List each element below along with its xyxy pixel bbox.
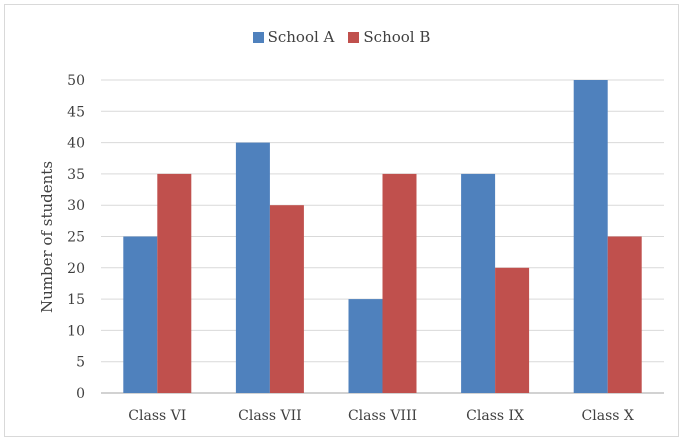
bar-school-a-class-ix (461, 173, 496, 393)
y-tick-label: 35 (67, 167, 85, 183)
y-tick-label: 10 (67, 323, 85, 339)
y-tick-label: 25 (67, 230, 85, 246)
x-tick-labels: Class VI Class VII Class VIII Class IX Class… (128, 408, 634, 424)
y-tick-label: 0 (76, 386, 85, 402)
bar-school-b-class-x (607, 236, 642, 393)
bar-school-b-class-vii (269, 205, 304, 393)
x-tick-label: Class VI (128, 408, 186, 424)
y-tick-label: 15 (67, 292, 85, 308)
legend-label-school-a: School A (267, 28, 335, 46)
x-tick-label: Class VII (238, 408, 302, 424)
legend-swatch-school-a (252, 31, 264, 43)
bar-school-b-class-vi (157, 173, 192, 393)
bar-school-a-class-vii (235, 142, 270, 393)
bar-school-a-class-viii (348, 299, 383, 393)
x-tick-label: Class IX (466, 408, 524, 424)
y-tick-label: 40 (67, 136, 85, 152)
x-tick-label: Class VIII (348, 408, 417, 424)
bar-school-a-class-x (573, 80, 608, 393)
chart-frame (4, 4, 679, 437)
bars (123, 80, 642, 393)
x-tick-label: Class X (582, 408, 634, 424)
y-tick-label: 50 (67, 73, 85, 89)
y-tick-label: 5 (76, 355, 85, 371)
legend-item-school-b: School B (348, 28, 430, 46)
legend: School A School B (0, 26, 683, 48)
legend-item-school-a: School A (252, 28, 335, 46)
y-tick-labels: 0 5 10 15 20 25 30 35 40 45 50 (67, 73, 85, 402)
legend-label-school-b: School B (363, 28, 431, 46)
bar-school-b-class-viii (382, 173, 417, 393)
y-tick-label: 30 (67, 198, 85, 214)
bar-school-a-class-vi (123, 236, 158, 393)
legend-swatch-school-b (348, 31, 360, 43)
bar-school-b-class-ix (495, 267, 530, 393)
y-tick-label: 20 (67, 261, 85, 277)
y-axis-title: Number of students (38, 161, 56, 313)
y-tick-label: 45 (67, 104, 85, 120)
